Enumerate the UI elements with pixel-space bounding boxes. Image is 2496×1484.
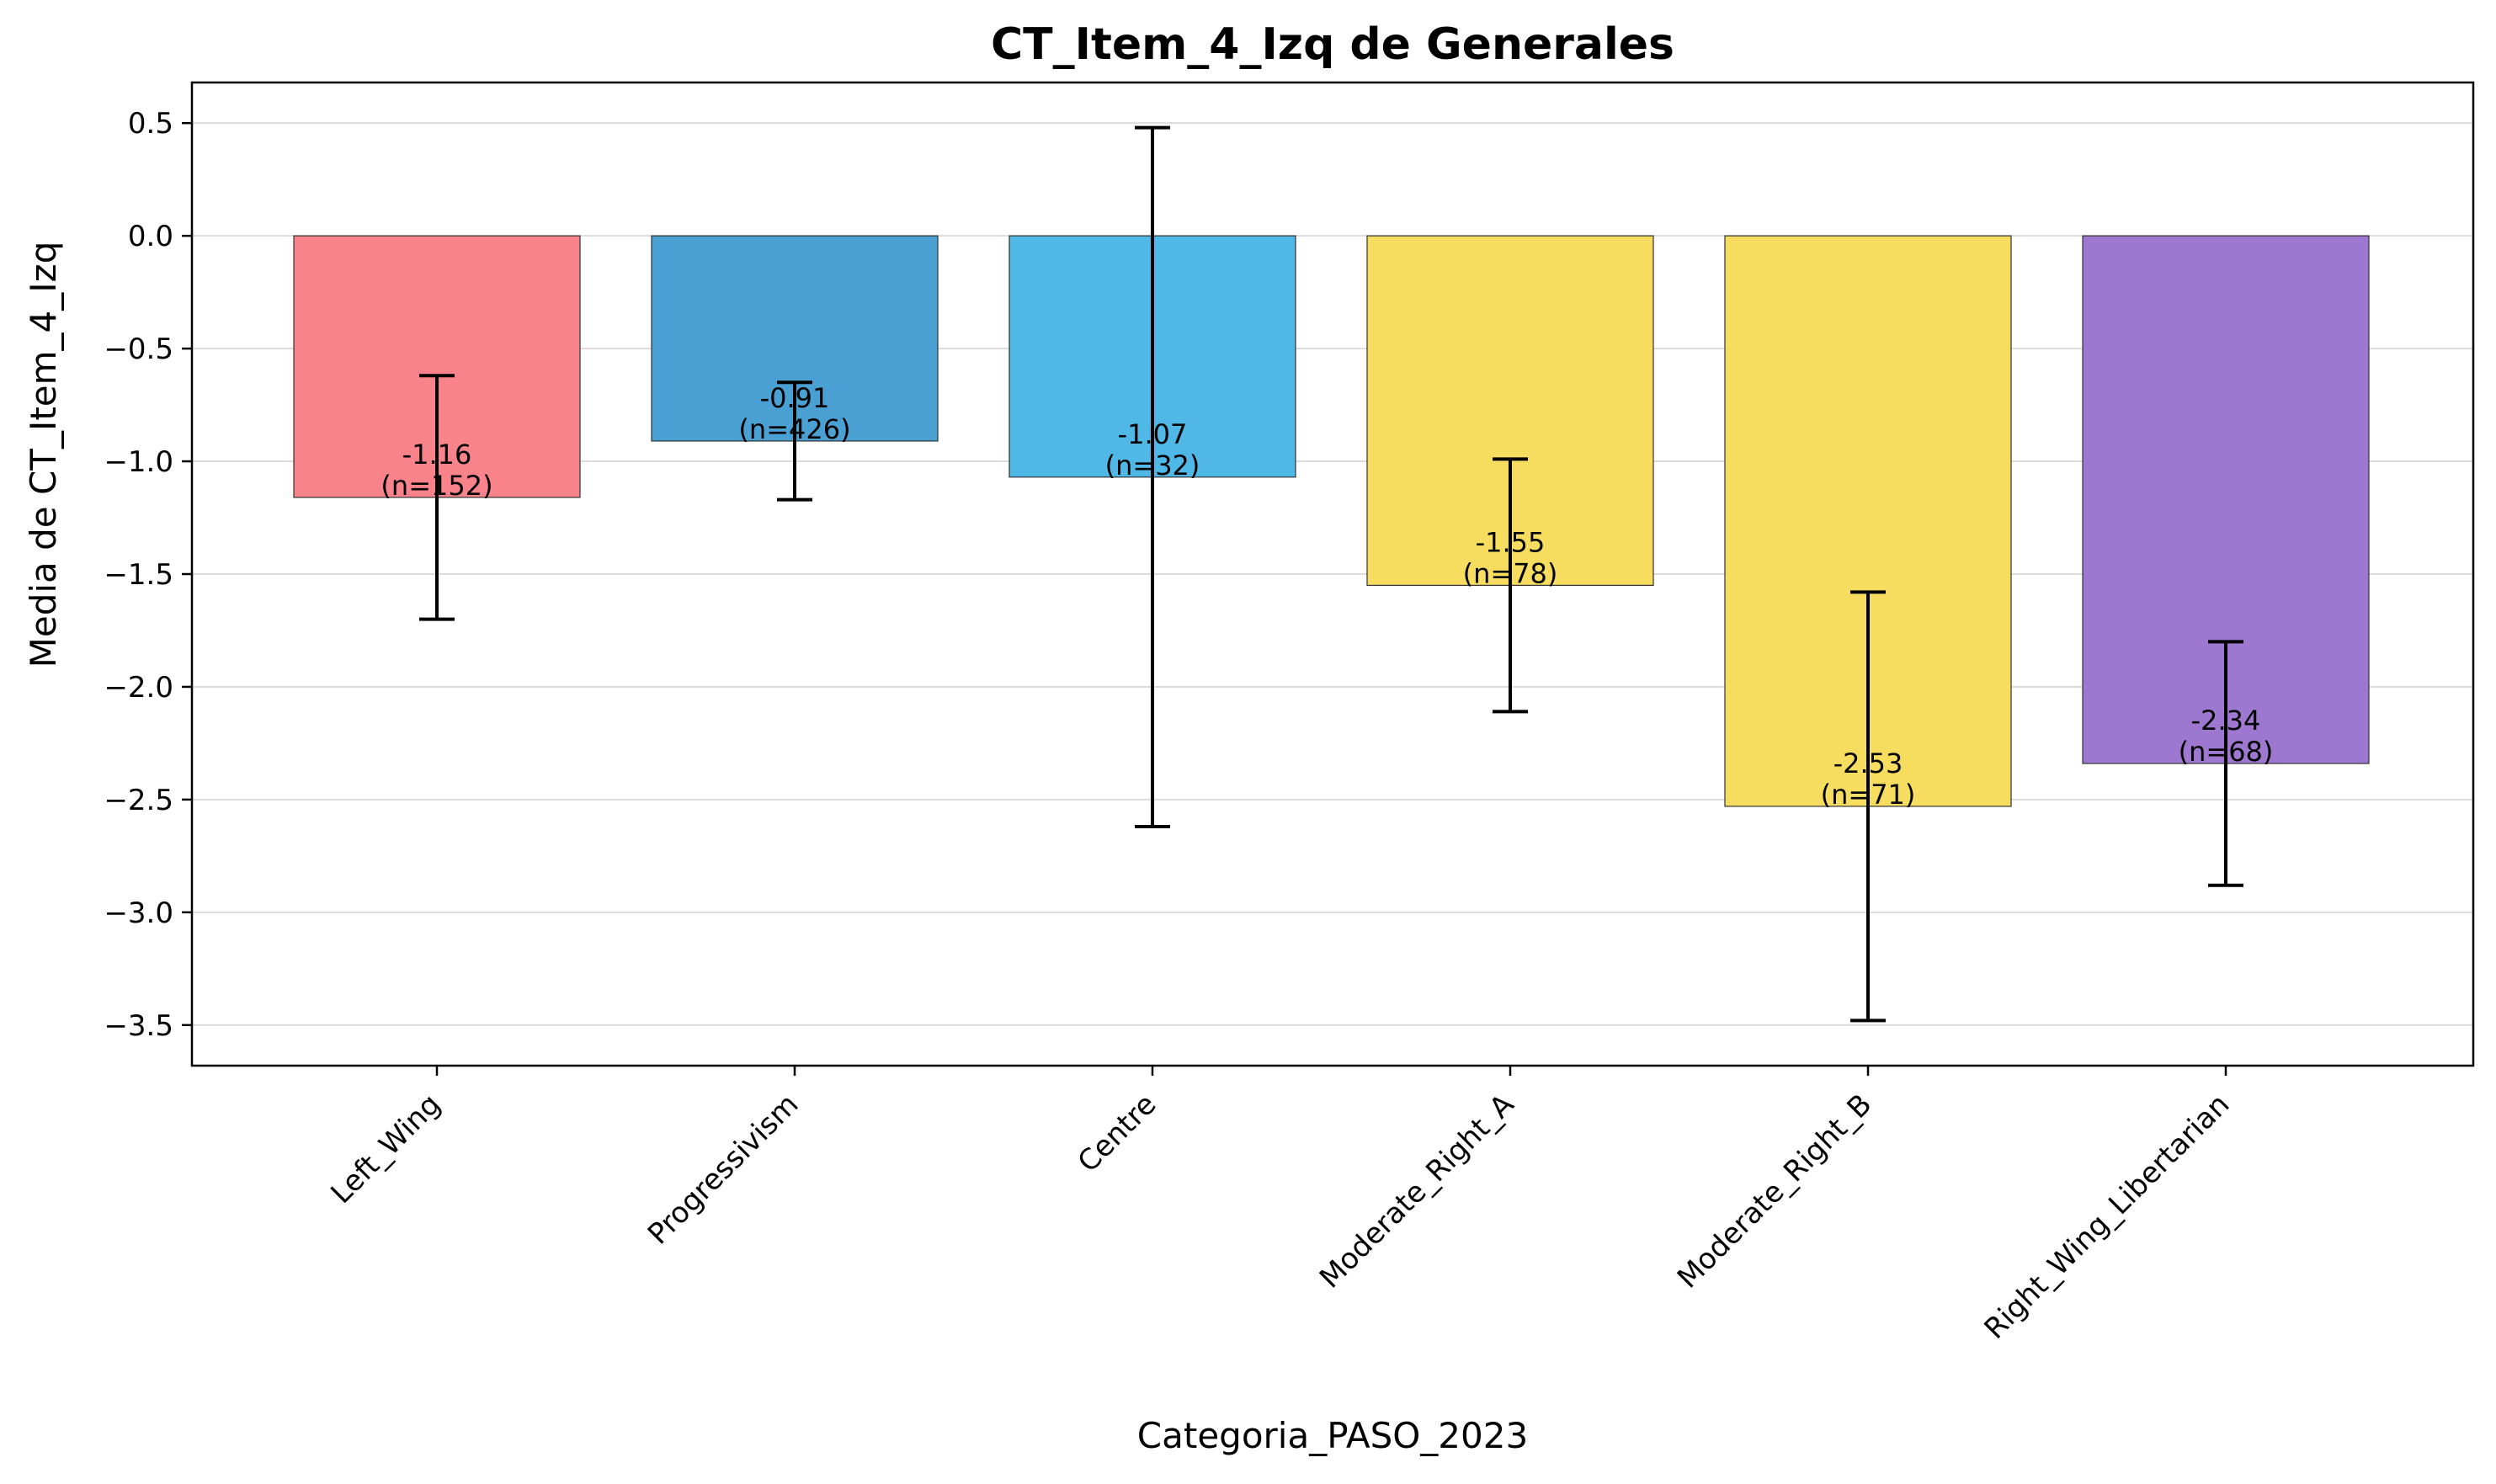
y-tick-label: 0.5 bbox=[128, 107, 173, 141]
bar-value-label: -0.91 bbox=[760, 382, 830, 414]
y-axis-title: Media de CT_Item_4_Izq bbox=[23, 242, 64, 668]
bar-value-label: -2.34 bbox=[2191, 705, 2261, 737]
bar-n-label: (n=32) bbox=[1105, 449, 1200, 481]
y-tick-label: −1.0 bbox=[104, 445, 173, 479]
y-tick-label: −2.5 bbox=[104, 784, 173, 817]
y-tick-label: 0.0 bbox=[128, 220, 173, 253]
y-tick-label: −2.0 bbox=[104, 671, 173, 705]
bar-value-label: -1.07 bbox=[1118, 418, 1188, 450]
bar-labels: -1.16(n=152) -0.91(n=426) -1.07(n=32) -1.55… bbox=[381, 382, 2273, 811]
bar-n-label: (n=71) bbox=[1821, 779, 1916, 811]
y-tick-label: −0.5 bbox=[104, 332, 173, 366]
error-bars bbox=[419, 125, 2243, 1023]
chart-title: CT_Item_4_Izq de Generales bbox=[991, 19, 1674, 70]
bar-n-label: (n=78) bbox=[1463, 557, 1558, 589]
x-axis-title: Categoria_PASO_2023 bbox=[1137, 1415, 1528, 1456]
bar-n-label: (n=68) bbox=[2179, 736, 2274, 768]
y-axis-ticks: 0.5 0.0 −0.5 −1.0 −1.5 −2.0 −2.5 −3.0 −3.5 bbox=[104, 107, 192, 1043]
bar-value-label: -1.55 bbox=[1476, 526, 1546, 558]
y-tick-label: −3.0 bbox=[104, 896, 173, 930]
bar-n-label: (n=152) bbox=[381, 470, 492, 502]
bar-value-label: -2.53 bbox=[1833, 747, 1903, 779]
bar-n-label: (n=426) bbox=[738, 413, 850, 445]
y-tick-label: −1.5 bbox=[104, 558, 173, 592]
bar-value-label: -1.16 bbox=[402, 439, 472, 471]
y-tick-label: −3.5 bbox=[104, 1009, 173, 1043]
